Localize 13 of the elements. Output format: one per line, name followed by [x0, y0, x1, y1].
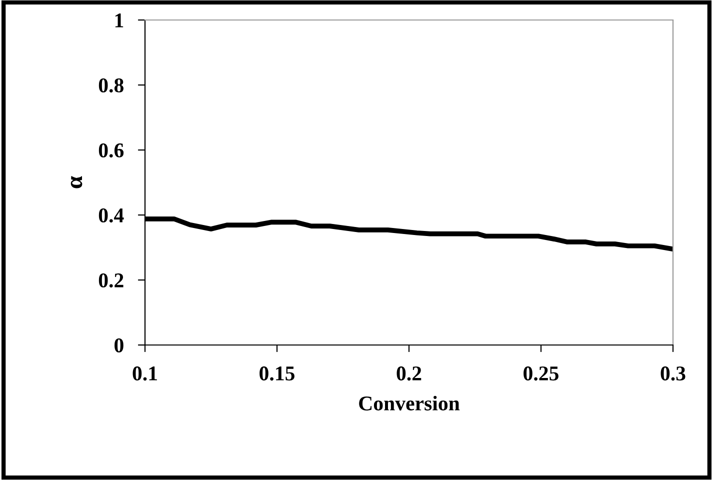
- y-axis-title: α: [70, 176, 82, 188]
- x-axis-title: Conversion: [359, 396, 460, 410]
- y-tick-label: 1: [115, 13, 124, 28]
- x-tick-label: 0.15: [260, 366, 294, 381]
- y-tick-label: 0: [114, 338, 124, 352]
- y-tick-label: 0.6: [98, 143, 124, 158]
- x-tick-label: 0.3: [660, 366, 686, 381]
- x-tick-label: 0.1: [132, 366, 157, 381]
- y-tick-label: 0.4: [98, 208, 124, 223]
- x-tick-label: 0.25: [524, 366, 558, 381]
- y-tick-label: 0.8: [98, 78, 124, 93]
- x-tick-label: 0.2: [396, 366, 422, 381]
- y-tick-label: 0.2: [98, 273, 124, 288]
